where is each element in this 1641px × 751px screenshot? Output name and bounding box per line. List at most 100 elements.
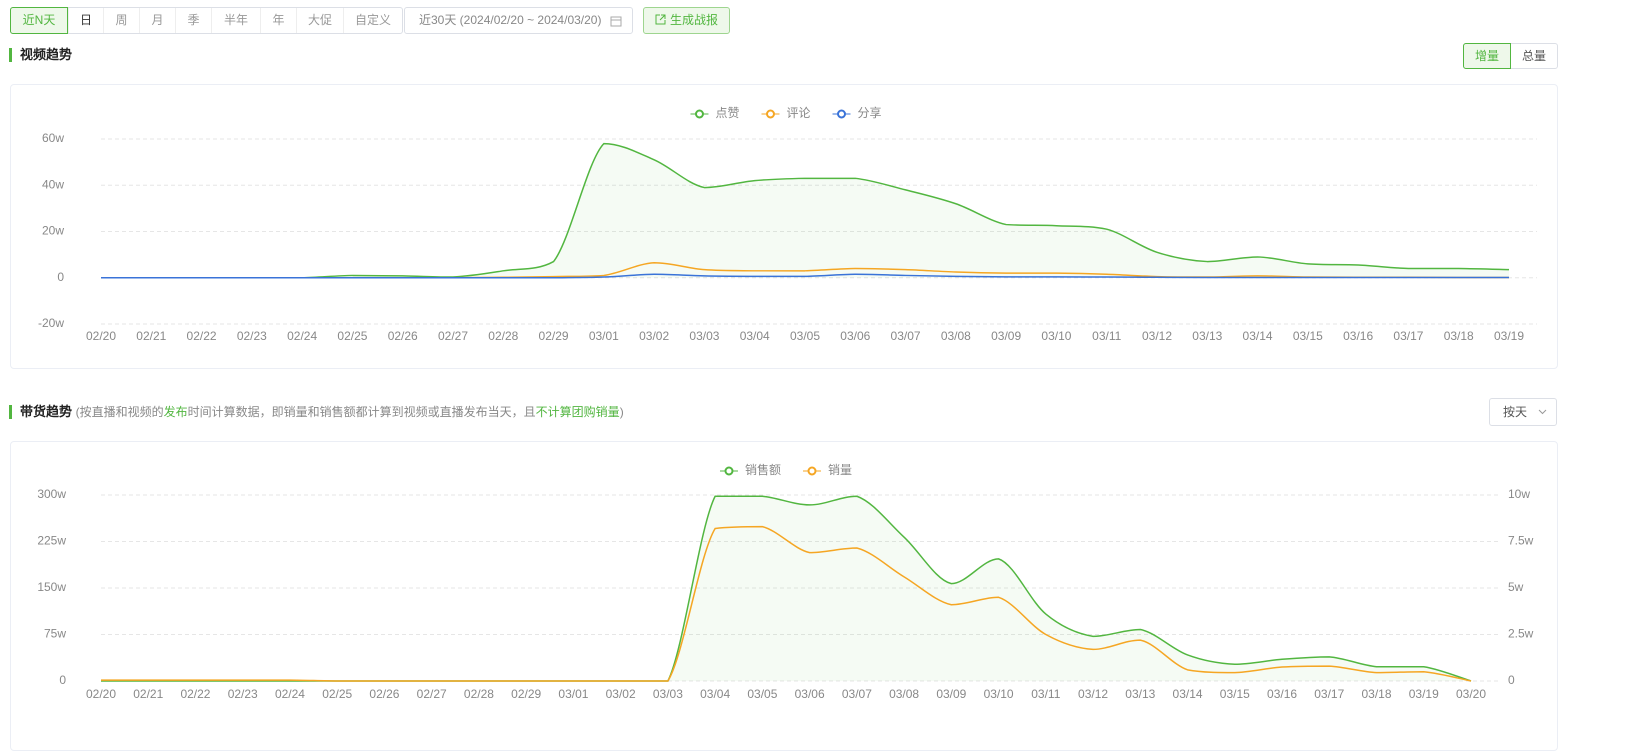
x-tick-label: 02/20 — [86, 329, 116, 343]
x-tick-label: 03/10 — [984, 687, 1014, 701]
date-text: 近30天 (2024/02/20 ~ 2024/03/20) — [419, 13, 602, 27]
x-tick-label: 02/21 — [133, 687, 163, 701]
section-note: (按直播和视频的发布时间计算数据，即销量和销售额都计算到视频或直播发布当天，且不… — [76, 405, 624, 419]
x-tick-label: 02/29 — [511, 687, 541, 701]
button-text: 生成战报 — [669, 13, 718, 27]
x-tick-label: 02/26 — [369, 687, 399, 701]
x-tick-label: 03/14 — [1243, 329, 1273, 343]
area — [101, 496, 1471, 681]
y-tick-label: 7.5w — [1508, 534, 1534, 548]
x-tick-label: 03/12 — [1142, 329, 1172, 343]
dropdown-text: 按天 — [1503, 405, 1528, 419]
x-tick-label: 02/24 — [287, 329, 317, 343]
x-tick-label: 03/01 — [589, 329, 619, 343]
y-tick-label: 40w — [42, 177, 64, 191]
calendar-icon — [610, 16, 622, 27]
x-tick-label: 03/17 — [1314, 687, 1344, 701]
note-highlight: 发布 — [163, 405, 188, 419]
x-tick-label: 03/13 — [1192, 329, 1222, 343]
y-tick-label: 0 — [57, 270, 64, 284]
x-tick-label: 02/29 — [539, 329, 569, 343]
tab[interactable]: 半年 — [211, 8, 260, 33]
x-tick-label: 03/09 — [991, 329, 1021, 343]
x-tick-label: 02/24 — [275, 687, 305, 701]
tab[interactable]: 近N天 — [10, 7, 68, 34]
legend: 点赞 评论 分享 — [690, 105, 882, 120]
legend-label: 销售额 — [745, 462, 781, 477]
line — [100, 525, 1472, 682]
date-range[interactable]: 近30天 (2024/02/20 ~ 2024/03/20) — [404, 7, 633, 34]
x-tick-label: 03/15 — [1293, 329, 1323, 343]
legend-marker — [724, 466, 734, 476]
x-tick-label: 02/22 — [187, 329, 217, 343]
legend-label: 分享 — [858, 105, 882, 120]
x-tick-label: 02/27 — [417, 687, 447, 701]
x-tick-label: 03/07 — [842, 687, 872, 701]
x-tick-label: 03/11 — [1092, 329, 1121, 343]
line — [100, 142, 1510, 279]
x-tick-label: 03/16 — [1267, 687, 1297, 701]
chart-card: -20w 0 20w 40w 60w 02/20 02/21 02/22 02/23 02/24 0… — [10, 84, 1558, 369]
section-title-text: 带货趋势 — [20, 404, 73, 419]
granularity-dropdown[interactable]: 按天 — [1489, 398, 1557, 426]
toggle-option[interactable]: 总量 — [1521, 49, 1546, 63]
y-tick-label: 20w — [42, 224, 64, 238]
areas — [101, 496, 1471, 681]
chart-card: 0 75w 150w 225w 300w 0 2.5w 5w 7.5w 10w 02/20 02/21… — [10, 441, 1558, 751]
y-tick-label: 0 — [1508, 673, 1515, 687]
lines — [100, 142, 1510, 279]
x-tick-label: 02/28 — [464, 687, 494, 701]
x-tick-label: 03/04 — [700, 687, 730, 701]
x-tick-label: 03/12 — [1078, 687, 1108, 701]
x-tick-label: 03/20 — [1456, 687, 1486, 701]
legend-marker — [694, 109, 704, 119]
x-tick-label: 03/09 — [936, 687, 966, 701]
x-tick-label: 03/16 — [1343, 329, 1373, 343]
note-text: ) — [619, 405, 624, 419]
section-title: 视频趋势 — [9, 48, 72, 62]
x-tick-label: 02/20 — [86, 687, 116, 701]
x-tick-label: 02/22 — [180, 687, 210, 701]
legend: 销售额 销量 — [719, 462, 852, 477]
tab[interactable]: 季 — [175, 8, 211, 33]
x-tick-label: 03/19 — [1494, 329, 1524, 343]
chevron-icon — [1538, 409, 1547, 415]
x-tick-label: 02/26 — [388, 329, 418, 343]
tab[interactable]: 年 — [260, 8, 296, 33]
x-tick-label: 03/18 — [1444, 329, 1474, 343]
y-tick-label: 225w — [37, 534, 66, 548]
x-tick-label: 03/03 — [689, 329, 719, 343]
report-button[interactable]: 生成战报 — [643, 7, 730, 34]
x-tick-label: 03/14 — [1173, 687, 1203, 701]
x-tick-label: 02/23 — [237, 329, 267, 343]
x-tick-label: 03/08 — [941, 329, 971, 343]
mode-toggle: 增量 总量 — [1463, 43, 1558, 69]
x-tick-label: 03/08 — [889, 687, 919, 701]
x-tick-label: 03/19 — [1409, 687, 1439, 701]
x-tick-label: 03/03 — [653, 687, 683, 701]
tab[interactable]: 周 — [103, 8, 139, 33]
x-tick-label: 03/05 — [790, 329, 820, 343]
note-highlight: 不计算团购销量 — [535, 405, 620, 419]
x-tick-label: 03/18 — [1362, 687, 1392, 701]
chart: 0 75w 150w 225w 300w 0 2.5w 5w 7.5w 10w 02/20 02/21… — [37, 462, 1534, 701]
x-tick-label: 02/25 — [322, 687, 352, 701]
line — [100, 273, 1509, 279]
chart: -20w 0 20w 40w 60w 02/20 02/21 02/22 02/23 02/24 0… — [38, 105, 1537, 343]
y-tick-label: 10w — [1508, 487, 1530, 501]
x-tick-label: 03/15 — [1220, 687, 1250, 701]
x-tick-label: 02/27 — [438, 329, 468, 343]
y-tick-label: 300w — [37, 487, 66, 501]
note-text: 时间计算数据，即销量和销售额都计算到视频或直播发布当天，且 — [187, 405, 536, 419]
tab[interactable]: 大促 — [296, 8, 343, 33]
tab[interactable]: 自定义 — [343, 8, 402, 33]
tab[interactable]: 月 — [139, 8, 175, 33]
x-tick-label: 03/04 — [740, 329, 770, 343]
legend-label: 点赞 — [715, 106, 739, 120]
x-tick-label: 03/02 — [606, 687, 636, 701]
legend-marker — [765, 109, 775, 119]
toggle-option[interactable]: 增量 — [1463, 43, 1511, 69]
legend-marker — [837, 109, 847, 119]
tab[interactable]: 日 — [68, 8, 103, 33]
